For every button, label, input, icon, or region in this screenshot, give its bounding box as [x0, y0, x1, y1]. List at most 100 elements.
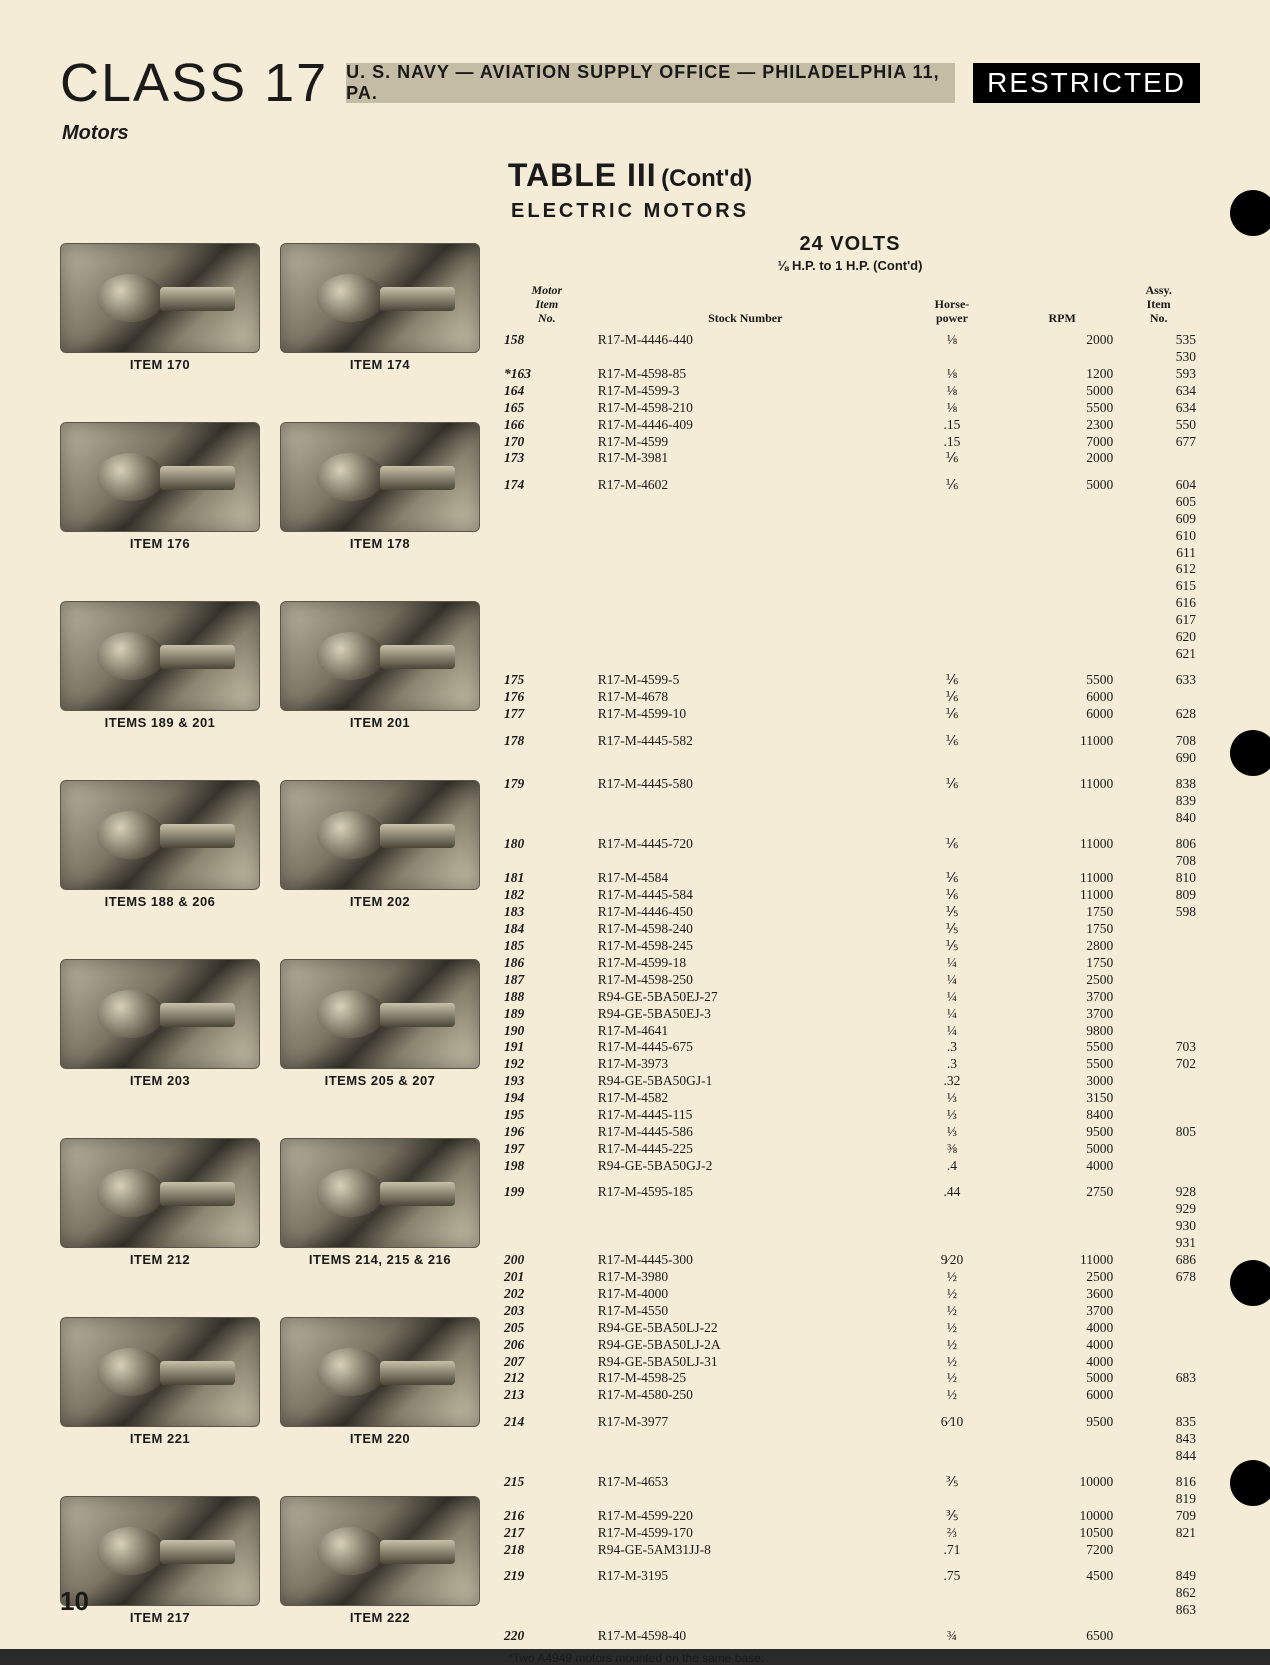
- motor-caption: ITEM 202: [280, 894, 480, 909]
- cell-stock: R17-M-4599-220: [594, 1507, 897, 1524]
- cell-hp: ¼: [897, 954, 1007, 971]
- cell-item: 217: [500, 1524, 594, 1541]
- cell-stock: R17-M-4445-115: [594, 1107, 897, 1124]
- cell-item: 170: [500, 433, 594, 450]
- cell-item: 212: [500, 1370, 594, 1387]
- cell-item: 207: [500, 1353, 594, 1370]
- cell-assy: 709: [1117, 1507, 1200, 1524]
- table-row: 200R17-M-4445-3009⁄2011000686: [500, 1251, 1200, 1268]
- cell-stock: R17-M-4445-584: [594, 887, 897, 904]
- table-row: 181R17-M-4584⅙11000810: [500, 870, 1200, 887]
- motor-caption: ITEM 201: [280, 715, 480, 730]
- cell-rpm: 11000: [1007, 1251, 1117, 1268]
- cell-hp: ¼: [897, 1022, 1007, 1039]
- table-row: 176R17-M-4678⅙6000: [500, 689, 1200, 706]
- cell-hp: ½: [897, 1285, 1007, 1302]
- cell-assy: 863: [1117, 1602, 1200, 1619]
- volts-heading: 24 VOLTS: [500, 233, 1200, 256]
- cell-hp: ⅕: [897, 904, 1007, 921]
- cell-assy: [1117, 1073, 1200, 1090]
- cell-item: 198: [500, 1157, 594, 1174]
- cell-item: 177: [500, 706, 594, 723]
- cell-rpm: 3700: [1007, 988, 1117, 1005]
- motor-cell: ITEM 178: [280, 422, 480, 591]
- cell-assy: 928: [1117, 1174, 1200, 1200]
- cell-assy: 816: [1117, 1464, 1200, 1490]
- motor-cell: ITEMS 214, 215 & 216: [280, 1138, 480, 1307]
- table-row: 217R17-M-4599-170⅔10500821: [500, 1524, 1200, 1541]
- cell-stock: R17-M-3973: [594, 1056, 897, 1073]
- cell-item: 185: [500, 937, 594, 954]
- cell-assy: 810: [1117, 870, 1200, 887]
- page: CLASS 17 U. S. NAVY — AVIATION SUPPLY OF…: [0, 0, 1270, 1649]
- col-hp: Horse- power: [897, 281, 1007, 331]
- table-row: 203R17-M-4550½3700: [500, 1302, 1200, 1319]
- cell-assy: 838: [1117, 766, 1200, 792]
- cell-assy: [1117, 1541, 1200, 1558]
- cell-stock: R17-M-4599-18: [594, 954, 897, 971]
- table-row: 206R94-GE-5BA50LJ-2A½4000: [500, 1336, 1200, 1353]
- cell-assy: 616: [1117, 595, 1200, 612]
- table-row: 201R17-M-3980½2500678: [500, 1268, 1200, 1285]
- cell-stock: R17-M-4599-3: [594, 382, 897, 399]
- cell-assy: [1117, 971, 1200, 988]
- motors-table: Motor Item No. Stock Number Horse- power…: [500, 281, 1200, 1645]
- cell-hp: 9⁄20: [897, 1251, 1007, 1268]
- motor-image: [280, 959, 480, 1069]
- table-row: 215R17-M-4653⅗10000816: [500, 1464, 1200, 1490]
- motor-image: [60, 780, 260, 890]
- cell-stock: R17-M-3980: [594, 1268, 897, 1285]
- cell-hp: ⅙: [897, 706, 1007, 723]
- cell-assy: 634: [1117, 382, 1200, 399]
- cell-rpm: 11000: [1007, 766, 1117, 826]
- motor-image: [60, 601, 260, 711]
- cell-hp: .3: [897, 1039, 1007, 1056]
- cell-hp: .3: [897, 1056, 1007, 1073]
- restricted-badge: RESTRICTED: [973, 63, 1200, 103]
- cell-assy: 819: [1117, 1490, 1200, 1507]
- cell-assy: 849: [1117, 1558, 1200, 1584]
- cell-item: 218: [500, 1541, 594, 1558]
- cell-assy: 621: [1117, 646, 1200, 663]
- cell-assy: 862: [1117, 1585, 1200, 1602]
- motor-image: [280, 1496, 480, 1606]
- motor-caption: ITEM 176: [60, 536, 260, 551]
- cell-rpm: 9500: [1007, 1124, 1117, 1141]
- cell-stock: R94-GE-5BA50EJ-3: [594, 1005, 897, 1022]
- cell-rpm: 3700: [1007, 1005, 1117, 1022]
- table-row: 173R17-M-3981⅙2000: [500, 450, 1200, 467]
- cell-assy: 609: [1117, 510, 1200, 527]
- table-row: 177R17-M-4599-10⅙6000628: [500, 706, 1200, 723]
- cell-rpm: 10000: [1007, 1507, 1117, 1524]
- cell-stock: R17-M-4445-586: [594, 1124, 897, 1141]
- motor-cell: ITEM 176: [60, 422, 260, 591]
- cell-hp: ⅗: [897, 1507, 1007, 1524]
- cell-hp: .44: [897, 1174, 1007, 1251]
- cell-hp: ½: [897, 1336, 1007, 1353]
- table-row: 164R17-M-4599-3⅛5000634: [500, 382, 1200, 399]
- cell-item: 187: [500, 971, 594, 988]
- motor-caption: ITEM 222: [280, 1610, 480, 1625]
- cell-stock: R17-M-4598-240: [594, 920, 897, 937]
- section-subhead: Motors: [62, 122, 1200, 145]
- cell-stock: R17-M-4598-85: [594, 365, 897, 382]
- cell-item: 201: [500, 1268, 594, 1285]
- cell-hp: ¼: [897, 1005, 1007, 1022]
- motor-image: [280, 243, 480, 353]
- table-body: 158R17-M-4446-440⅛2000535530*163R17-M-45…: [500, 331, 1200, 1644]
- table-row: 180R17-M-4445-720⅙11000806: [500, 826, 1200, 852]
- cell-hp: ⅓: [897, 1107, 1007, 1124]
- cell-item: 165: [500, 399, 594, 416]
- motor-cell: ITEM 201: [280, 601, 480, 770]
- cell-rpm: 2000: [1007, 331, 1117, 365]
- cell-assy: 708: [1117, 853, 1200, 870]
- motor-cell: ITEM 221: [60, 1317, 260, 1486]
- cell-hp: ⅛: [897, 331, 1007, 365]
- motor-caption: ITEM 170: [60, 357, 260, 372]
- motor-caption: ITEMS 189 & 201: [60, 715, 260, 730]
- cell-stock: R17-M-4446-409: [594, 416, 897, 433]
- cell-rpm: 9800: [1007, 1022, 1117, 1039]
- cell-assy: [1117, 937, 1200, 954]
- cell-rpm: 3700: [1007, 1302, 1117, 1319]
- table-row: 184R17-M-4598-240⅕1750: [500, 920, 1200, 937]
